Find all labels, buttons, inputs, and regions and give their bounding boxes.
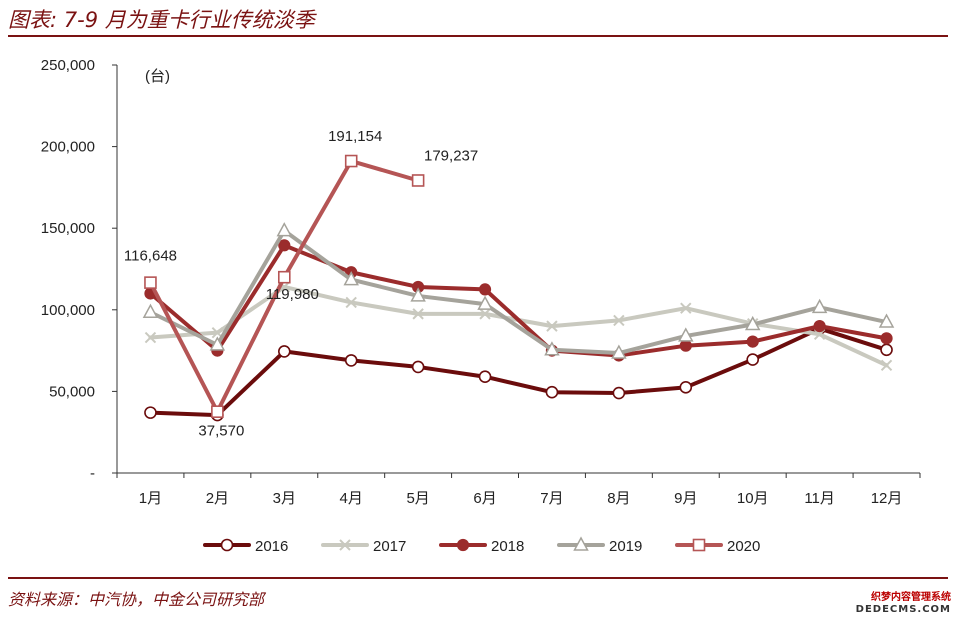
data-point-2017	[479, 308, 491, 320]
data-label: 37,570	[198, 423, 244, 440]
data-point-2020	[211, 405, 224, 418]
data-point-2017	[412, 308, 424, 320]
legend-label: 2018	[491, 538, 524, 555]
data-point-2019	[477, 295, 493, 310]
x-tick-label: 4月	[340, 490, 363, 507]
data-point-2019	[878, 313, 895, 328]
source-rule	[8, 577, 948, 579]
x-tick-label: 5月	[406, 490, 429, 507]
y-tick-label: 150,000	[41, 220, 95, 237]
x-tick-label: 2月	[206, 490, 229, 507]
data-label: 179,237	[424, 147, 478, 164]
x-tick-label: 8月	[607, 490, 630, 507]
data-point-2019	[544, 341, 560, 356]
data-point-2017	[880, 359, 893, 371]
data-point-2016	[344, 354, 358, 367]
data-point-2017	[680, 302, 692, 314]
data-point-2020	[144, 276, 157, 289]
x-tick-label: 1月	[139, 490, 162, 507]
data-point-2019	[142, 303, 159, 318]
x-tick-label: 7月	[540, 490, 563, 507]
data-point-2019	[678, 327, 694, 342]
x-tick-label: 9月	[674, 490, 697, 507]
x-tick-label: 3月	[273, 490, 296, 507]
legend-label: 2020	[727, 538, 760, 555]
data-point-2016	[411, 360, 425, 374]
data-point-2016	[144, 406, 157, 419]
data-label: 191,154	[328, 128, 382, 145]
legend-marker-2019	[573, 536, 589, 551]
legend-label: 2017	[373, 538, 406, 555]
data-point-2016	[880, 343, 893, 357]
data-point-2019	[343, 271, 359, 286]
data-label: 116,648	[124, 248, 177, 265]
data-point-2019	[811, 298, 828, 314]
x-tick-label: 10月	[737, 490, 769, 507]
x-tick-label: 12月	[871, 490, 903, 507]
data-point-2017	[546, 320, 558, 332]
data-point-2019	[209, 336, 226, 351]
series-line-2016	[148, 326, 889, 418]
data-point-2020	[277, 270, 291, 284]
data-point-2017	[613, 314, 625, 327]
data-point-2016	[478, 370, 492, 384]
legend-label: 2016	[255, 538, 288, 555]
data-point-2018	[880, 332, 893, 345]
data-point-2020	[344, 154, 358, 168]
data-point-2018	[278, 239, 291, 252]
data-point-2018	[478, 283, 492, 296]
data-point-2016	[746, 353, 760, 366]
x-tick-label: 6月	[473, 490, 496, 507]
y-tick-label: -	[90, 465, 95, 482]
legend-marker-2020	[692, 538, 706, 552]
unit-label: (台)	[145, 68, 170, 85]
legend-label: 2019	[609, 538, 642, 555]
line-chart: - 50,000 100,000 150,000 200,000 250,000 1月 2月 3…	[41, 57, 921, 555]
data-point-2019	[744, 315, 761, 331]
data-point-2018	[679, 339, 692, 352]
watermark-line2: DEDECMS.COM	[855, 604, 951, 615]
data-point-2018	[813, 320, 826, 333]
series-line-2019	[148, 228, 889, 356]
legend-marker-2017	[339, 539, 351, 551]
data-point-2018	[746, 335, 759, 348]
y-tick-label: 100,000	[41, 302, 95, 319]
x-tick-label: 11月	[804, 490, 835, 507]
y-tick-label: 200,000	[41, 139, 95, 156]
series-line-2018	[148, 243, 889, 358]
data-point-2019	[410, 287, 426, 302]
data-point-2019	[611, 344, 627, 359]
data-point-2017	[345, 296, 357, 309]
watermark-line1: 织梦内容管理系统	[871, 592, 951, 603]
data-point-2016	[545, 385, 559, 399]
legend-marker-2016	[220, 538, 234, 552]
data-point-2016	[612, 386, 626, 400]
source-note: 资料来源：中汽协，中金公司研究部	[8, 590, 265, 609]
data-point-2016	[277, 345, 291, 358]
data-point-2020	[411, 174, 425, 187]
chart-title: 图表: 7-9 月为重卡行业传统淡季	[8, 8, 315, 32]
legend-marker-2018	[456, 538, 470, 552]
data-label: 119,980	[266, 286, 319, 303]
data-point-2019	[276, 222, 293, 237]
y-tick-label: 50,000	[49, 383, 95, 400]
title-rule	[8, 35, 948, 37]
y-tick-label: 250,000	[41, 57, 95, 74]
watermark-logo: 织梦内容管理系统 DEDECMS.COM	[856, 592, 951, 616]
data-point-2016	[679, 381, 693, 394]
data-point-2017	[144, 331, 157, 344]
